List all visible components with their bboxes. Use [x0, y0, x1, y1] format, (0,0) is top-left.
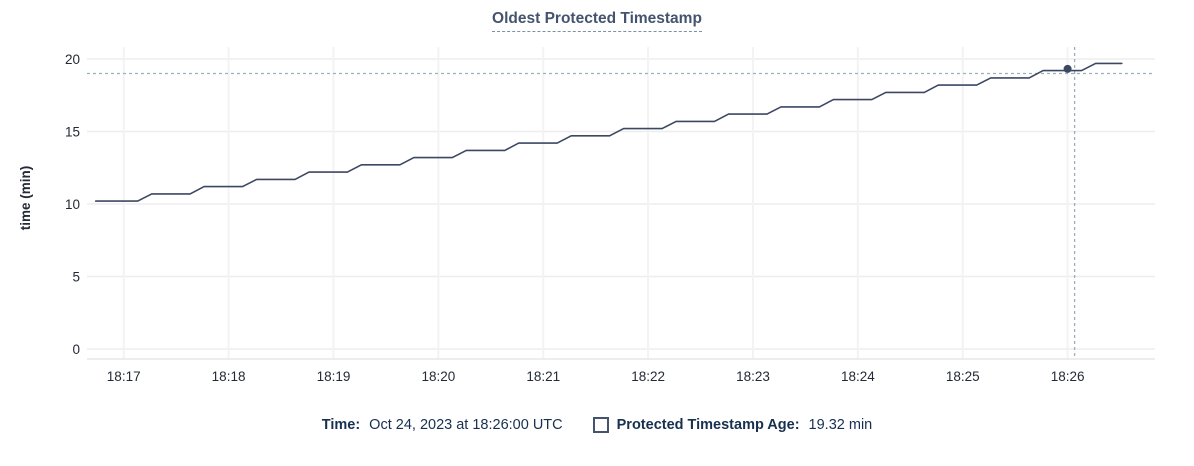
hover-dot [1063, 64, 1072, 73]
x-tick-label: 18:17 [107, 369, 141, 384]
y-tick-label: 5 [72, 270, 80, 285]
legend-time-value: Oct 24, 2023 at 18:26:00 UTC [369, 417, 563, 433]
y-tick-label: 0 [72, 342, 80, 357]
y-axis-title: time (min) [18, 166, 33, 231]
chart-legend: Time: Oct 24, 2023 at 18:26:00 UTC Prote… [0, 417, 1194, 433]
x-tick-label: 18:25 [946, 369, 980, 384]
x-tick-label: 18:18 [212, 369, 246, 384]
legend-series: Protected Timestamp Age: 19.32 min [592, 417, 873, 433]
x-tick-label: 18:21 [526, 369, 560, 384]
timeseries-chart[interactable]: 0 5 10 15 20 18:17 18:18 18:19 18:20 18:21 18:22 18… [0, 0, 1194, 400]
legend-series-value: 19.32 min [808, 417, 873, 433]
legend-series-label: Protected Timestamp Age: [616, 417, 800, 433]
x-tick-label: 18:20 [421, 369, 455, 384]
series-line [94, 62, 1123, 202]
y-tick-label: 10 [65, 197, 80, 212]
chart-header: Oldest Protected Timestamp [0, 10, 1194, 32]
x-tick-label: 18:19 [317, 369, 351, 384]
x-tick-label: 18:24 [841, 369, 875, 384]
chart-title[interactable]: Oldest Protected Timestamp [492, 10, 702, 32]
y-tick-label: 15 [65, 125, 80, 140]
chart-plot-area[interactable] [87, 47, 1155, 359]
y-tick-label: 20 [65, 52, 80, 67]
legend-time-label: Time: [321, 417, 361, 433]
series-toggle-checkbox[interactable] [592, 417, 609, 433]
x-tick-label: 18:22 [631, 369, 665, 384]
legend-time: Time: Oct 24, 2023 at 18:26:00 UTC [322, 417, 563, 433]
x-tick-label: 18:26 [1051, 369, 1085, 384]
x-tick-label: 18:23 [736, 369, 770, 384]
